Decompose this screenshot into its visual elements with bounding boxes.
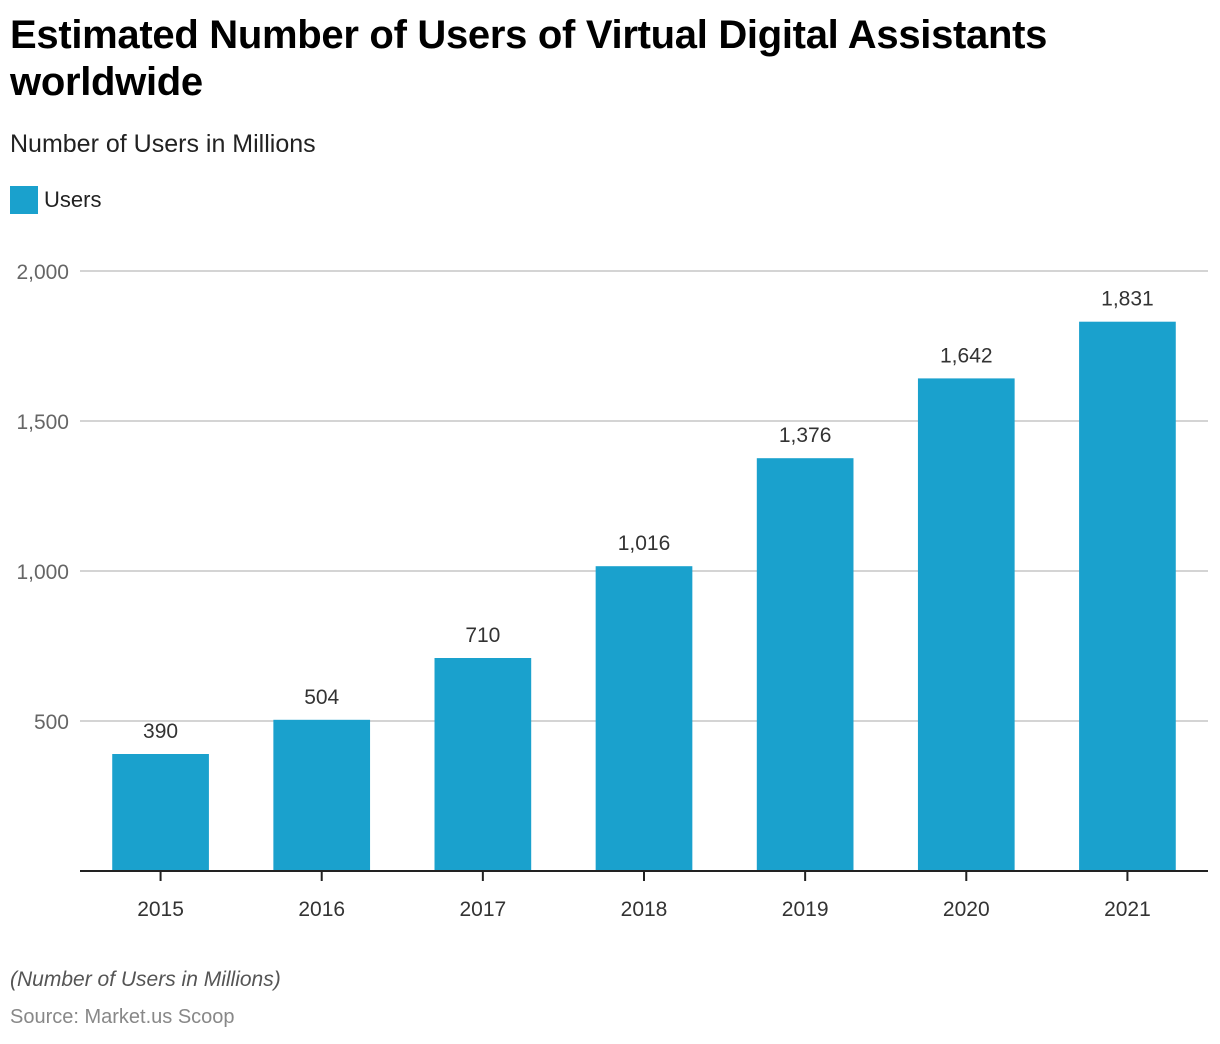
- legend: Users: [10, 186, 101, 214]
- y-tick-label: 1,000: [16, 561, 69, 584]
- x-tick-label-2018: 2018: [621, 898, 668, 921]
- bar-2020: [917, 378, 1015, 871]
- x-tick-label-2020: 2020: [943, 898, 990, 921]
- x-tick-label-2021: 2021: [1104, 898, 1151, 921]
- bar-2017: [434, 658, 532, 871]
- y-tick-label: 1,500: [16, 411, 69, 434]
- bar-2019: [756, 458, 854, 871]
- x-tick-label-2019: 2019: [782, 898, 829, 921]
- legend-swatch-users: [10, 186, 38, 214]
- y-tick-label: 2,000: [16, 261, 69, 284]
- bar-2018: [595, 566, 693, 871]
- data-label-2016: 504: [304, 686, 339, 709]
- chart-note: (Number of Users in Millions): [10, 968, 281, 991]
- x-tick-label-2016: 2016: [298, 898, 345, 921]
- data-label-2021: 1,831: [1101, 288, 1154, 311]
- x-tick-label-2015: 2015: [137, 898, 184, 921]
- x-tick-label-2017: 2017: [459, 898, 506, 921]
- data-label-2017: 710: [465, 624, 500, 647]
- data-label-2018: 1,016: [618, 532, 671, 555]
- bar-2015: [112, 754, 209, 871]
- data-label-2019: 1,376: [779, 424, 832, 447]
- bar-2016: [273, 719, 371, 871]
- data-label-2020: 1,642: [940, 344, 993, 367]
- data-label-2015: 390: [143, 720, 178, 743]
- bar-2021: [1079, 321, 1176, 871]
- chart-subtitle: Number of Users in Millions: [10, 130, 316, 158]
- chart-source: Source: Market.us Scoop: [10, 1006, 235, 1028]
- legend-label-users: Users: [44, 187, 102, 212]
- chart-title: Estimated Number of Users of Virtual Dig…: [10, 13, 1048, 104]
- y-tick-label: 500: [34, 711, 69, 734]
